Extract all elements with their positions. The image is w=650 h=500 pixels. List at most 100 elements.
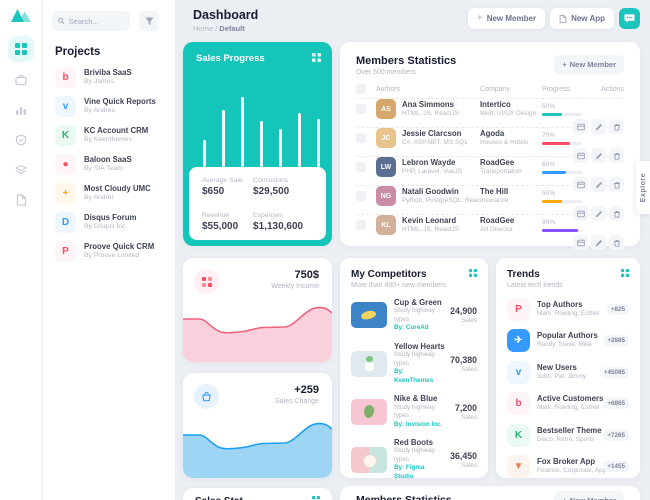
filter-button[interactable] (139, 11, 159, 31)
settings-button[interactable] (573, 177, 588, 192)
competitor-sales-value: 36,450 (450, 450, 477, 461)
rail-item-security[interactable] (8, 128, 34, 152)
members-new-member-button[interactable]: + New Member (554, 55, 624, 74)
settings-button[interactable] (573, 119, 588, 134)
column-progress: Progress (542, 85, 571, 93)
settings-icon (576, 239, 585, 246)
competitor-item[interactable]: Red Boots Study highway types By: Figma … (351, 438, 477, 481)
competitor-author[interactable]: By: Figma Studio (394, 464, 425, 480)
stat-label: Revenue (202, 212, 230, 219)
trash-icon (613, 123, 620, 131)
trend-name: Bestseller Theme (537, 425, 602, 435)
search-input[interactable] (68, 16, 124, 26)
trend-desc: Randy, Steve, Mike (537, 341, 592, 349)
trend-item[interactable]: ✈ Popular Authors Randy, Steve, Mike +28… (507, 329, 629, 352)
competitor-author[interactable]: By: Invision Inc. (394, 420, 443, 428)
table-row[interactable]: JC Jessie Clarcson C#, ASP.NET, MS SQL A… (356, 127, 624, 163)
new-app-button[interactable]: New App (550, 8, 614, 29)
delete-button[interactable] (609, 177, 624, 192)
competitor-author[interactable]: By: CoreAd (394, 324, 429, 332)
trend-item[interactable]: P Top Authors Mark, Rowling, Esther +825 (507, 297, 629, 321)
edit-button[interactable] (591, 177, 606, 192)
select-all-checkbox[interactable] (356, 84, 366, 94)
progress-percent: 70% (542, 131, 556, 139)
settings-button[interactable] (573, 206, 588, 221)
settings-button[interactable] (573, 148, 588, 163)
dots-menu-icon[interactable] (312, 53, 321, 62)
project-list-item[interactable]: D Disqus Forum By Disqus Inc. (55, 211, 169, 233)
column-authors: Authors (376, 85, 401, 93)
project-author: By Andres (84, 106, 115, 114)
project-list-item[interactable]: K KC Account CRM By Keenthemes (55, 124, 169, 146)
row-checkbox[interactable] (356, 191, 366, 201)
competitors-subtitle: More than 400+ new members (351, 282, 447, 289)
row-checkbox[interactable] (356, 104, 366, 114)
search-box[interactable] (52, 11, 130, 31)
quick-actions-button[interactable] (619, 8, 640, 29)
competitor-author[interactable]: By: KeenThemes (394, 368, 434, 384)
brand-logo[interactable] (0, 8, 42, 23)
breadcrumb-home[interactable]: Home (193, 24, 214, 33)
rail-item-projects[interactable] (8, 68, 34, 92)
breadcrumb-separator: / (215, 24, 218, 33)
competitor-item[interactable]: Yellow Hearts Study highway types By: Ke… (351, 342, 477, 385)
delete-button[interactable] (609, 206, 624, 221)
dots-menu-icon[interactable] (469, 269, 477, 277)
project-list-item[interactable]: P Proove Quick CRM By Proove Limited (55, 240, 169, 262)
project-icon: + (55, 182, 76, 204)
project-name: Proove Quick CRM (84, 241, 155, 251)
competitor-item[interactable]: Cup & Green Study highway types By: Core… (351, 298, 477, 333)
trend-item[interactable]: ▼ Fox Broker App Finance, Corporate, App… (507, 455, 629, 478)
dots-menu-icon[interactable] (312, 496, 320, 500)
dots-menu-icon[interactable] (621, 269, 629, 277)
edit-button[interactable] (591, 206, 606, 221)
project-name: Most Cloudy UMC (84, 183, 151, 193)
stat-label: Average Sale (202, 177, 243, 184)
row-checkbox[interactable] (356, 220, 366, 230)
trend-icon: K (507, 423, 530, 447)
trend-item[interactable]: b Active Customers Mark, Rowling, Esther… (507, 392, 629, 415)
trend-item[interactable]: K Bestseller Theme Disco, Retro, Sports … (507, 423, 629, 447)
progress-bar (542, 228, 582, 232)
chart-bar (298, 113, 301, 167)
my-competitors-card: My Competitors More than 400+ new member… (340, 258, 488, 500)
project-list-item[interactable]: + Most Cloudy UMC By Andrei (55, 182, 169, 204)
partial-new-member-button[interactable]: + New Member (554, 491, 624, 500)
project-name: Briviba SaaS (84, 67, 132, 77)
search-icon (58, 17, 65, 24)
project-list-item[interactable]: b Briviba SaaS By James (55, 66, 169, 88)
rail-item-analytics[interactable] (8, 98, 34, 122)
project-name: Vine Quick Reports (84, 96, 156, 106)
explore-tab[interactable]: Explore (636, 161, 650, 214)
table-row[interactable]: NG Natali Goodwin Python, PostgreSQL, Re… (356, 185, 624, 221)
logo-icon (11, 9, 31, 22)
rail-item-layers[interactable] (8, 158, 34, 182)
delete-button[interactable] (609, 148, 624, 163)
competitor-desc: Study highway types (394, 403, 435, 420)
edit-button[interactable] (591, 148, 606, 163)
row-checkbox[interactable] (356, 133, 366, 143)
new-member-button[interactable]: + New Member (467, 8, 546, 29)
competitors-title: My Competitors (351, 269, 427, 280)
project-list-item[interactable]: v Vine Quick Reports By Andres (55, 95, 169, 117)
competitor-desc: Study highway types (394, 351, 435, 367)
project-list-item[interactable]: ● Baloon SaaS By SIA Team (55, 153, 169, 175)
edit-button[interactable] (591, 235, 606, 250)
trend-item[interactable]: v New Users John, Pat, Jimmy +45085 (507, 360, 629, 384)
delete-button[interactable] (609, 235, 624, 250)
rail-item-dashboard[interactable] (8, 36, 34, 62)
table-row[interactable]: LW Lebron Wayde PHP, Laravel, VueJS Road… (356, 156, 624, 192)
rail-item-files[interactable] (8, 188, 34, 212)
settings-button[interactable] (573, 235, 588, 250)
edit-button[interactable] (591, 119, 606, 134)
table-row[interactable]: KL Kevin Leonard HTML, JS, ReactJS RoadG… (356, 214, 624, 250)
table-row[interactable]: AS Ana Simmons HTML, JS, ReactJS Interti… (356, 98, 624, 134)
breadcrumb[interactable]: Home / Default (193, 24, 245, 33)
sales-bar-chart (203, 88, 320, 167)
trend-desc: John, Pat, Jimmy (537, 372, 587, 380)
competitor-sales-label: Sales (461, 413, 477, 421)
competitor-item[interactable]: Nike & Blue Study highway types By: Invi… (351, 394, 477, 429)
delete-button[interactable] (609, 119, 624, 134)
settings-icon (576, 210, 585, 217)
row-checkbox[interactable] (356, 162, 366, 172)
